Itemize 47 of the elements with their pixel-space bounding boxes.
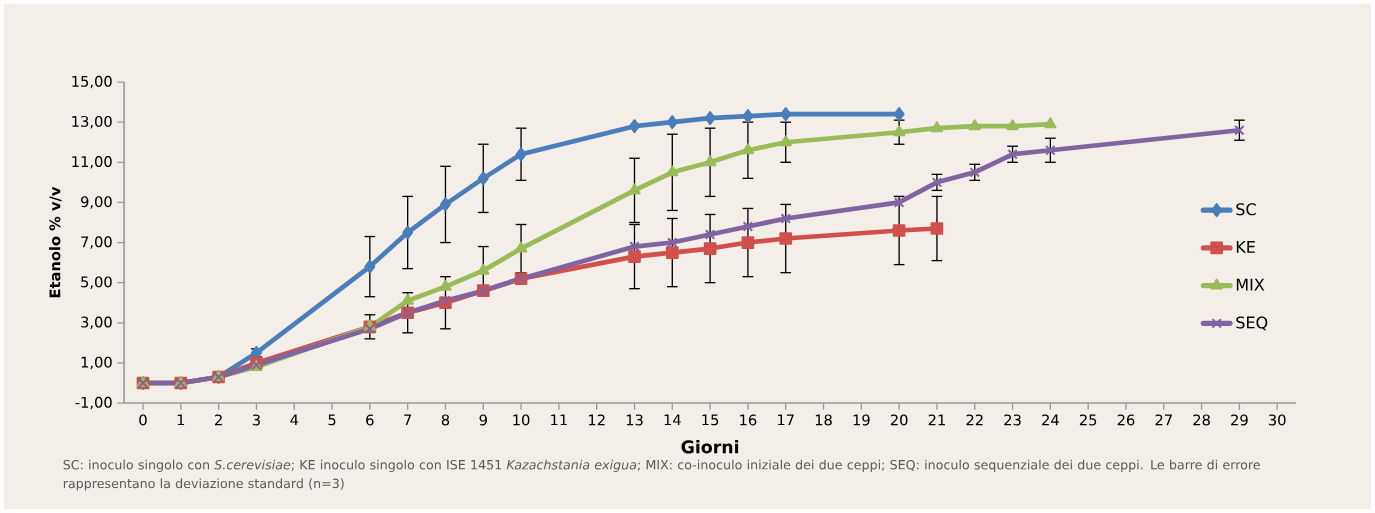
x-tick-label: 0 bbox=[139, 414, 147, 426]
x-tick-label: 29 bbox=[1231, 414, 1248, 426]
x-tick-label: 11 bbox=[551, 414, 567, 426]
legend-label: MIX bbox=[1236, 278, 1265, 291]
y-tick-label: -1,00 bbox=[75, 396, 112, 410]
y-axis-title: Etanolo % v/v bbox=[49, 186, 62, 298]
legend-label: SC bbox=[1236, 203, 1256, 216]
y-tick-label: 15,00 bbox=[72, 75, 112, 89]
x-tick-label: 12 bbox=[588, 414, 605, 426]
x-tick-label: 19 bbox=[853, 414, 870, 426]
x-tick-label: 25 bbox=[1079, 414, 1097, 426]
x-tick-label: 1 bbox=[177, 414, 185, 426]
x-tick-label: 27 bbox=[1155, 414, 1172, 426]
y-tick-label: 1,00 bbox=[81, 356, 112, 370]
x-tick-label: 13 bbox=[626, 414, 643, 426]
text: SC: inoculo singolo con S.cerevisiae; KE inoculo singolo con ISE 1451 Kazachstania exigua; MIX: co-inoculo iniziale dei due ceppi; SEQ: inoculo sequenziale dei due ceppi. Le barre di errore rappresentano la deviazione standard (n=3) bbox=[63, 459, 1260, 491]
x-axis-title: Giorni bbox=[681, 440, 739, 454]
x-tick-label: 10 bbox=[513, 414, 530, 426]
y-tick-label: 11,00 bbox=[72, 156, 112, 169]
x-tick-label: 6 bbox=[366, 414, 374, 426]
y-tick-label: 3,00 bbox=[81, 316, 112, 330]
x-tick-label: 7 bbox=[404, 414, 412, 426]
x-tick-label: 30 bbox=[1268, 414, 1286, 426]
x-tick-label: 21 bbox=[928, 414, 945, 426]
x-tick-label: 3 bbox=[252, 414, 260, 426]
x-tick-label: 20 bbox=[890, 414, 908, 426]
x-tick-label: 16 bbox=[740, 414, 757, 426]
x-tick-label: 17 bbox=[777, 414, 794, 426]
x-tick-label: 8 bbox=[441, 414, 450, 426]
y-tick-label: 9,00 bbox=[81, 196, 112, 209]
x-tick-label: 9 bbox=[479, 414, 487, 426]
x-tick-label: 4 bbox=[290, 414, 299, 426]
y-tick-label: 7,00 bbox=[81, 236, 112, 249]
x-tick-label: 15 bbox=[702, 414, 719, 426]
x-tick-label: 24 bbox=[1042, 414, 1059, 426]
x-tick-label: 18 bbox=[815, 414, 832, 426]
x-tick-label: 26 bbox=[1117, 414, 1135, 426]
x-tick-label: 14 bbox=[664, 414, 681, 426]
x-tick-label: 22 bbox=[966, 414, 983, 426]
legend-label: SEQ bbox=[1236, 316, 1268, 331]
x-tick-label: 28 bbox=[1193, 414, 1210, 426]
x-tick-label: 2 bbox=[215, 414, 222, 426]
y-tick-label: 13,00 bbox=[72, 115, 112, 129]
y-tick-label: 5,00 bbox=[81, 276, 112, 289]
x-tick-label: 5 bbox=[328, 414, 336, 426]
x-tick-label: 23 bbox=[1004, 414, 1021, 426]
legend-label: KE bbox=[1236, 241, 1255, 253]
